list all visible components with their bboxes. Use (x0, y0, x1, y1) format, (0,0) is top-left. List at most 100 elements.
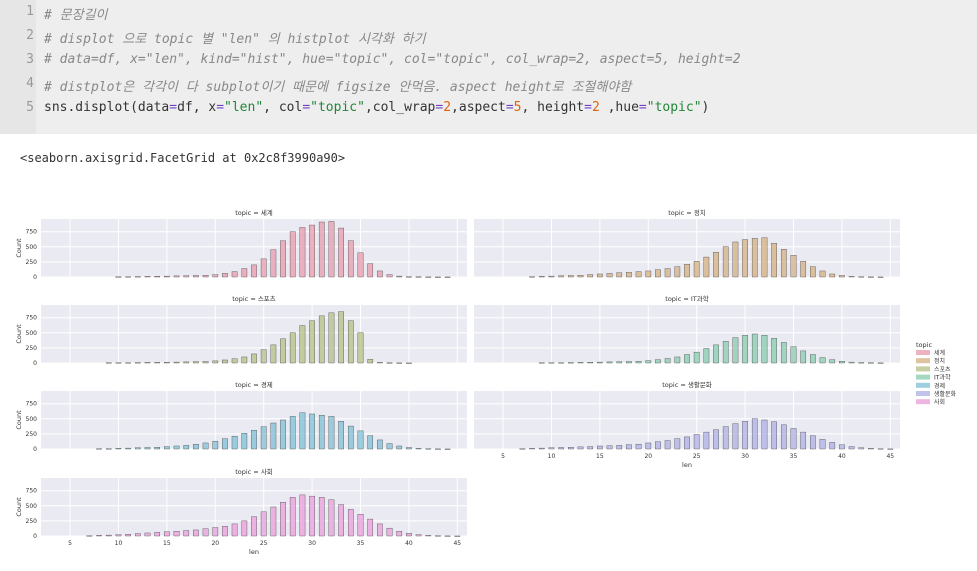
histogram-bar (684, 354, 690, 364)
code-comment: # displot 으로 topic 별 "len" 의 histplot 시각… (44, 32, 426, 47)
line-number-gutter: 1 2 3 4 5 (0, 0, 36, 134)
y-tick-label: 250 (26, 518, 38, 525)
histogram-bar (241, 356, 248, 364)
code-token: ,col_wrap (364, 100, 436, 115)
histogram-bar (202, 528, 209, 537)
histogram-bar (848, 446, 855, 450)
histogram-bar (761, 335, 768, 364)
histogram-bar (810, 354, 816, 364)
histogram-bar (606, 361, 613, 364)
line-number: 1 (26, 4, 34, 19)
histogram-bar (674, 438, 681, 450)
y-tick-label: 750 (26, 315, 38, 322)
histogram-bar (357, 514, 364, 537)
histogram-bar (577, 275, 584, 278)
histogram-bar (810, 435, 816, 450)
histogram-bar (164, 275, 170, 278)
x-tick-label: 5 (501, 453, 505, 460)
histogram-bar (183, 361, 190, 364)
code-comment: # distplot은 각각이 다 subplot이기 때문에 figsize … (44, 80, 632, 95)
code-token: = (505, 100, 514, 115)
histogram-bar (868, 362, 874, 364)
histogram-bar (299, 412, 306, 450)
legend-label: 생활문화 (934, 390, 957, 398)
histogram-bar (115, 448, 122, 450)
histogram-bar (260, 349, 267, 364)
facet-panel: topic = IT과학 (474, 294, 900, 364)
histogram-bar (357, 430, 364, 450)
facet-title: topic = 정치 (668, 208, 706, 217)
histogram-bar (280, 419, 286, 450)
histogram-bar (193, 443, 199, 450)
histogram-bar (367, 263, 374, 278)
line-number: 2 (26, 28, 34, 43)
code-token: = (435, 100, 444, 115)
histogram-bar (829, 273, 836, 278)
histogram-bar (587, 274, 594, 278)
y-tick-label: 500 (26, 330, 38, 337)
histogram-bar (318, 497, 325, 537)
histogram-bar (396, 362, 403, 364)
histogram-bar (134, 276, 141, 278)
histogram-bar (626, 361, 632, 364)
histogram-bar (125, 276, 131, 278)
histogram-bar (577, 446, 584, 450)
histogram-bar (529, 448, 535, 450)
y-tick-label: 500 (26, 416, 38, 423)
histogram-bar (105, 362, 112, 364)
histogram-bar (567, 362, 574, 364)
histogram-bar (645, 360, 652, 364)
histogram-bar (674, 356, 681, 364)
histogram-bar (328, 221, 335, 278)
histogram-bar (626, 444, 632, 450)
histogram-bar (270, 249, 277, 278)
histogram-bar (231, 271, 238, 278)
histogram-bar (742, 335, 748, 364)
code-token: = (216, 100, 225, 115)
histogram-bar (231, 358, 238, 364)
histogram-bar (558, 275, 564, 278)
histogram-bar (713, 429, 719, 450)
histogram-bar (367, 359, 374, 364)
code-string: "len" (224, 100, 264, 115)
histogram-bar (144, 447, 151, 450)
code-token: ,aspect (451, 100, 506, 115)
histogram-bar (154, 447, 161, 450)
histogram-bar (713, 344, 719, 364)
histogram-bar (790, 255, 797, 278)
histogram-bar (251, 516, 257, 537)
y-tick-label: 500 (26, 503, 38, 510)
histogram-bar (183, 275, 190, 278)
histogram-bar (289, 231, 296, 278)
histogram-bar (587, 446, 594, 450)
histogram-bar (338, 504, 344, 537)
histogram-bar (144, 362, 151, 364)
histogram-bar (761, 419, 768, 450)
histogram-bar (742, 421, 748, 450)
histogram-bar (357, 332, 364, 364)
histogram-bar (664, 268, 671, 278)
histogram-bar (664, 358, 671, 364)
code-cell[interactable]: 1 2 3 4 5 # 문장길이 # displot 으로 topic 별 "l… (0, 0, 977, 134)
y-tick-label: 0 (33, 360, 37, 367)
x-tick-label: 35 (790, 453, 798, 460)
histogram-bar (251, 264, 257, 278)
code-string: "topic" (646, 100, 702, 115)
histogram-bar (684, 436, 690, 450)
histogram-bar (722, 426, 729, 450)
histogram-bar (396, 530, 403, 537)
histogram-bar (164, 362, 170, 364)
legend-label: 정치 (934, 357, 945, 365)
histogram-bar (655, 269, 661, 278)
histogram-bar (299, 494, 306, 537)
histogram-bar (212, 527, 219, 537)
histogram-bar (231, 523, 238, 537)
histogram-bar (347, 425, 354, 450)
code-statement: sns.displot(data=df, x="len", col="topic… (44, 100, 709, 115)
histogram-bar (732, 241, 739, 278)
